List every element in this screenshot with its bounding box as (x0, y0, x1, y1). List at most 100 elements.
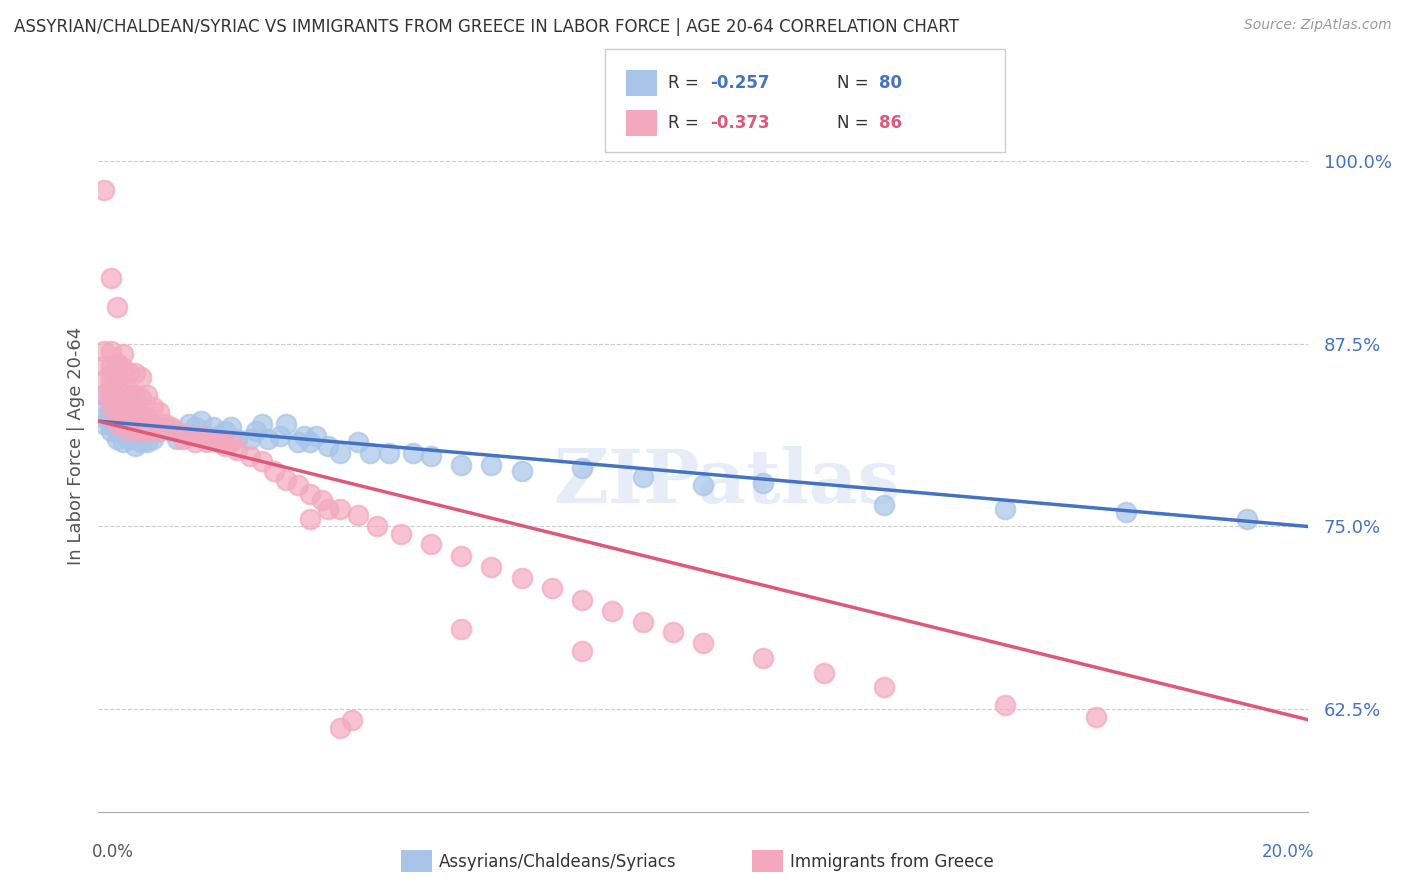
Point (377, 446, 399, 460)
Point (105, 359, 128, 373)
Point (329, 502, 352, 516)
Point (100, 343, 122, 358)
Point (510, 571, 533, 585)
Point (153, 417, 176, 431)
Point (105, 409, 128, 424)
Point (105, 395, 128, 409)
Point (389, 526, 412, 541)
Point (129, 370, 152, 384)
Point (250, 453, 273, 467)
Point (105, 417, 128, 431)
Point (571, 644, 593, 658)
Point (195, 434, 218, 449)
Point (221, 420, 243, 434)
Text: Source: ZipAtlas.com: Source: ZipAtlas.com (1244, 18, 1392, 32)
Text: R =: R = (668, 74, 704, 92)
Point (316, 502, 339, 516)
Text: Immigrants from Greece: Immigrants from Greece (790, 853, 994, 871)
Point (208, 429, 231, 443)
Point (450, 622, 472, 636)
Point (129, 409, 152, 424)
Point (111, 388, 134, 402)
Point (124, 420, 146, 434)
Point (93, 388, 115, 402)
Point (661, 624, 683, 639)
Point (752, 651, 775, 665)
Point (105, 425, 128, 439)
Text: Assyrians/Chaldeans/Syriacs: Assyrians/Chaldeans/Syriacs (439, 853, 676, 871)
Point (124, 417, 146, 431)
Point (111, 347, 134, 361)
Point (105, 388, 128, 402)
Point (105, 384, 128, 399)
Point (100, 388, 122, 402)
Point (100, 417, 122, 431)
Point (179, 429, 201, 443)
Point (111, 417, 134, 431)
Point (287, 478, 309, 492)
Point (105, 370, 128, 384)
Point (274, 417, 297, 431)
Point (226, 443, 249, 458)
Point (329, 722, 352, 736)
Point (316, 439, 339, 453)
Point (148, 425, 170, 439)
Point (111, 400, 134, 414)
Point (100, 373, 122, 387)
Point (1085, 709, 1108, 723)
Point (118, 425, 141, 439)
Point (184, 420, 207, 434)
Point (118, 388, 141, 402)
Point (93, 388, 115, 402)
Point (250, 417, 273, 431)
Point (100, 425, 122, 439)
Point (347, 434, 370, 449)
Point (420, 537, 443, 551)
Text: ASSYRIAN/CHALDEAN/SYRIAC VS IMMIGRANTS FROM GREECE IN LABOR FORCE | AGE 20-64 CO: ASSYRIAN/CHALDEAN/SYRIAC VS IMMIGRANTS F… (14, 18, 959, 36)
Point (105, 402, 128, 417)
Point (100, 366, 122, 380)
Point (93, 373, 115, 387)
Point (105, 417, 128, 431)
Point (135, 409, 157, 424)
Point (221, 434, 243, 449)
Point (195, 429, 218, 443)
Point (118, 409, 141, 423)
Point (166, 432, 188, 446)
Point (190, 414, 212, 428)
Point (360, 446, 382, 460)
Point (142, 420, 165, 434)
Point (93, 417, 115, 431)
Point (100, 391, 122, 405)
Point (214, 439, 236, 453)
Point (752, 475, 775, 490)
Point (100, 380, 122, 394)
Point (135, 425, 157, 439)
Point (813, 665, 835, 680)
Point (256, 432, 278, 446)
Point (100, 359, 122, 373)
Point (347, 508, 370, 522)
Point (129, 425, 152, 439)
Point (111, 417, 134, 431)
Point (135, 417, 157, 431)
Point (118, 366, 141, 380)
Point (142, 432, 165, 446)
Point (142, 417, 165, 431)
Point (420, 449, 443, 463)
Point (202, 432, 225, 446)
Point (105, 373, 128, 387)
Point (1115, 505, 1137, 519)
Point (135, 434, 157, 449)
Point (994, 502, 1017, 516)
Point (184, 434, 207, 449)
Text: 0.0%: 0.0% (91, 843, 134, 861)
Point (129, 434, 152, 449)
Point (100, 402, 122, 417)
Point (510, 464, 533, 478)
Point (540, 581, 562, 595)
Point (226, 432, 249, 446)
Point (124, 395, 146, 409)
Point (105, 356, 128, 370)
Point (135, 388, 157, 402)
